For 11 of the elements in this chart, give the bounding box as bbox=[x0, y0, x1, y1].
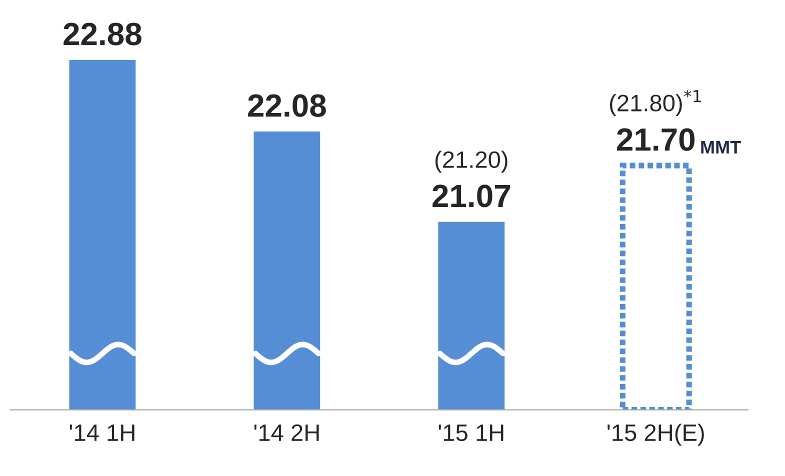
annotation: (21.20) bbox=[435, 150, 508, 173]
annotation: MMT bbox=[701, 141, 741, 154]
x-tick-label: '14 1H bbox=[70, 424, 134, 441]
data-label: 22.08 bbox=[248, 94, 326, 117]
x-tick-label: '14 2H bbox=[254, 424, 319, 441]
data-label: 21.07 bbox=[432, 184, 510, 208]
data-label: 22.88 bbox=[64, 22, 142, 46]
x-tick-label: '15 2H(E) bbox=[608, 424, 704, 446]
annotation: (21.80)$^{*1}$ bbox=[610, 90, 701, 116]
data-label: 21.70 bbox=[617, 128, 695, 151]
x-tick-label: '15 1H bbox=[438, 424, 504, 442]
